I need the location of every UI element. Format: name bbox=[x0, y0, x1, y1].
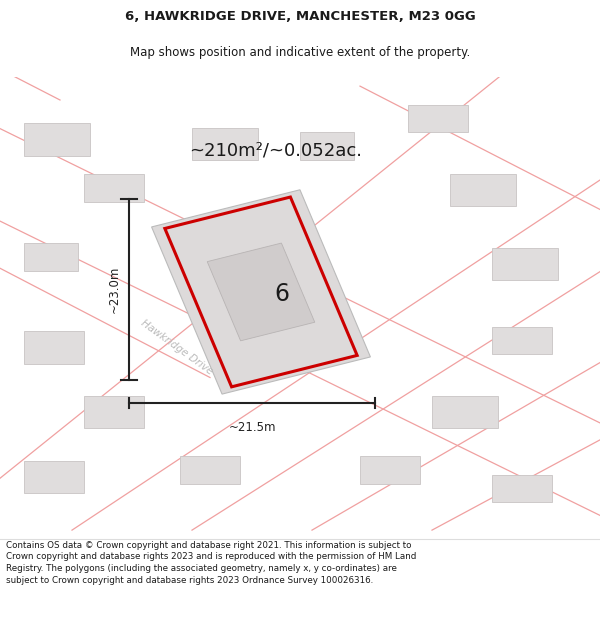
Bar bbox=[492, 248, 558, 281]
Bar bbox=[84, 396, 144, 428]
Bar bbox=[492, 474, 552, 502]
Polygon shape bbox=[152, 190, 370, 394]
Bar bbox=[192, 127, 258, 160]
Bar bbox=[84, 174, 144, 202]
Bar bbox=[24, 123, 90, 156]
Text: 6, HAWKRIDGE DRIVE, MANCHESTER, M23 0GG: 6, HAWKRIDGE DRIVE, MANCHESTER, M23 0GG bbox=[125, 11, 475, 23]
Text: Map shows position and indicative extent of the property.: Map shows position and indicative extent… bbox=[130, 46, 470, 59]
Text: Contains OS data © Crown copyright and database right 2021. This information is : Contains OS data © Crown copyright and d… bbox=[6, 541, 416, 585]
Bar bbox=[24, 243, 78, 271]
Text: ~21.5m: ~21.5m bbox=[228, 421, 276, 434]
Bar bbox=[450, 174, 516, 206]
Bar bbox=[432, 396, 498, 428]
Bar bbox=[408, 104, 468, 132]
Bar bbox=[300, 132, 354, 160]
Text: ~23.0m: ~23.0m bbox=[107, 266, 121, 313]
Bar bbox=[492, 327, 552, 354]
Text: ~210m²/~0.052ac.: ~210m²/~0.052ac. bbox=[190, 142, 362, 160]
Bar bbox=[24, 331, 84, 364]
Text: 6: 6 bbox=[275, 282, 290, 306]
Bar bbox=[360, 456, 420, 484]
Bar bbox=[24, 461, 84, 493]
Polygon shape bbox=[207, 243, 315, 341]
Bar bbox=[180, 456, 240, 484]
Text: Hawkridge Drive: Hawkridge Drive bbox=[139, 318, 215, 377]
